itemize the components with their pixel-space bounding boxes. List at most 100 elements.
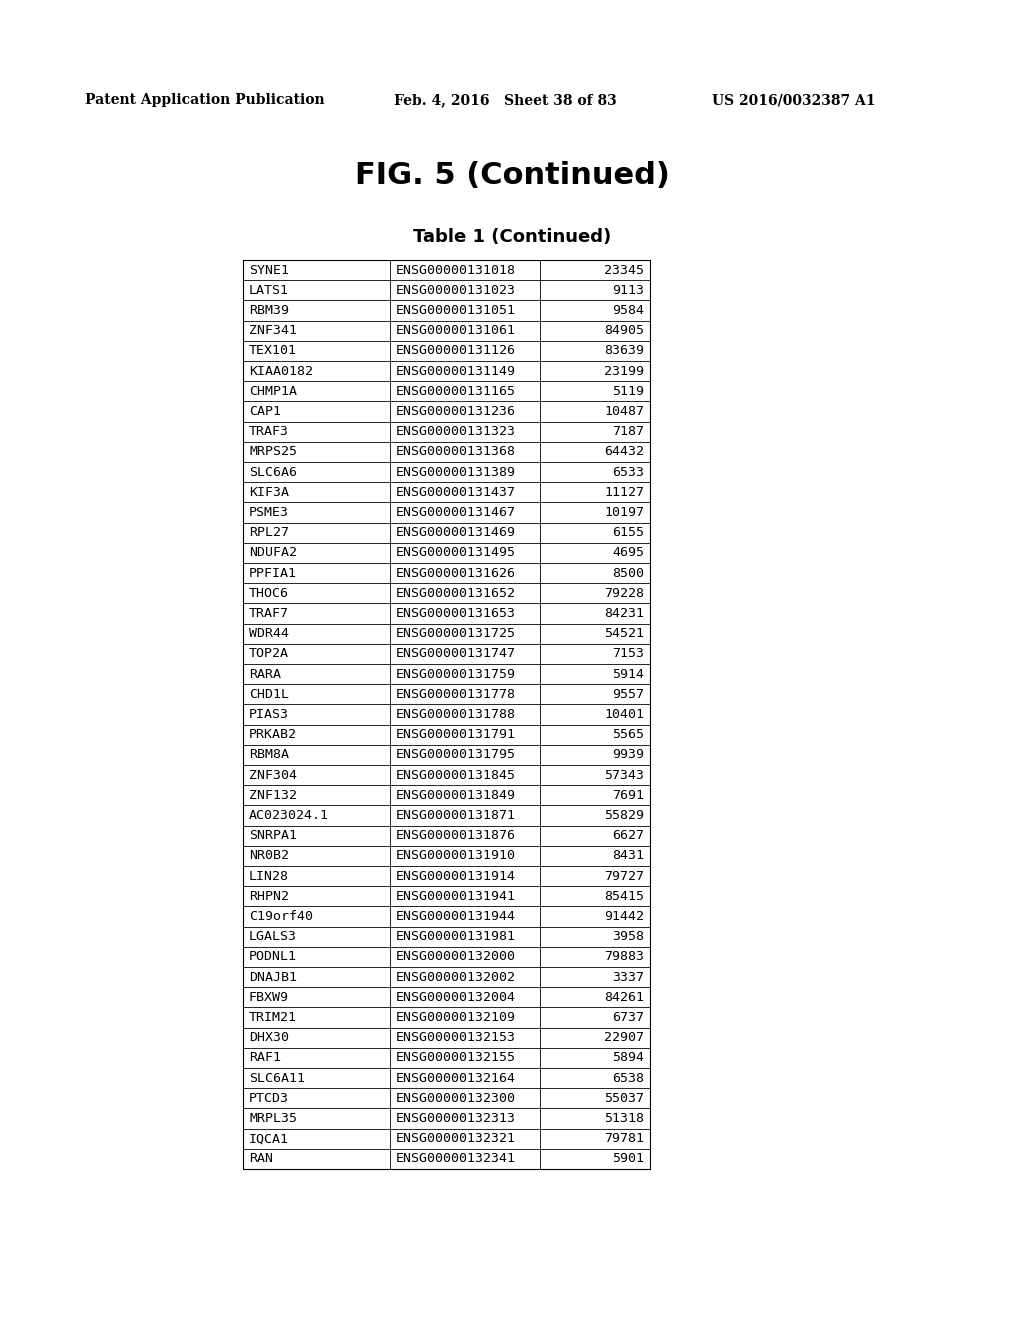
Text: IQCA1: IQCA1 bbox=[249, 1133, 289, 1146]
Text: DNAJB1: DNAJB1 bbox=[249, 970, 297, 983]
Text: ENSG00000131788: ENSG00000131788 bbox=[396, 708, 516, 721]
Text: ENSG00000131165: ENSG00000131165 bbox=[396, 385, 516, 397]
Text: 10197: 10197 bbox=[604, 506, 644, 519]
Text: NR0B2: NR0B2 bbox=[249, 849, 289, 862]
Text: ENSG00000132341: ENSG00000132341 bbox=[396, 1152, 516, 1166]
Text: CHD1L: CHD1L bbox=[249, 688, 289, 701]
Text: 91442: 91442 bbox=[604, 909, 644, 923]
Text: ENSG00000131437: ENSG00000131437 bbox=[396, 486, 516, 499]
Text: ZNF132: ZNF132 bbox=[249, 789, 297, 801]
Text: 9939: 9939 bbox=[612, 748, 644, 762]
Text: FIG. 5 (Continued): FIG. 5 (Continued) bbox=[354, 161, 670, 190]
Text: TRIM21: TRIM21 bbox=[249, 1011, 297, 1024]
Text: 64432: 64432 bbox=[604, 445, 644, 458]
Text: ENSG00000132109: ENSG00000132109 bbox=[396, 1011, 516, 1024]
Text: PTCD3: PTCD3 bbox=[249, 1092, 289, 1105]
Text: LGALS3: LGALS3 bbox=[249, 931, 297, 944]
Text: ENSG00000131051: ENSG00000131051 bbox=[396, 304, 516, 317]
Text: RARA: RARA bbox=[249, 668, 281, 681]
Text: RBM39: RBM39 bbox=[249, 304, 289, 317]
Text: RBM8A: RBM8A bbox=[249, 748, 289, 762]
Text: 79883: 79883 bbox=[604, 950, 644, 964]
Text: WDR44: WDR44 bbox=[249, 627, 289, 640]
Text: ENSG00000131126: ENSG00000131126 bbox=[396, 345, 516, 358]
Text: TRAF7: TRAF7 bbox=[249, 607, 289, 620]
Text: 6627: 6627 bbox=[612, 829, 644, 842]
Text: ENSG00000131944: ENSG00000131944 bbox=[396, 909, 516, 923]
Text: 79228: 79228 bbox=[604, 587, 644, 599]
Text: 79781: 79781 bbox=[604, 1133, 644, 1146]
Text: C19orf40: C19orf40 bbox=[249, 909, 313, 923]
Text: Patent Application Publication: Patent Application Publication bbox=[85, 92, 325, 107]
Text: MRPL35: MRPL35 bbox=[249, 1111, 297, 1125]
Text: 51318: 51318 bbox=[604, 1111, 644, 1125]
Text: DHX30: DHX30 bbox=[249, 1031, 289, 1044]
Text: CAP1: CAP1 bbox=[249, 405, 281, 418]
Text: ENSG00000131626: ENSG00000131626 bbox=[396, 566, 516, 579]
Text: 55829: 55829 bbox=[604, 809, 644, 822]
Text: 7187: 7187 bbox=[612, 425, 644, 438]
Text: 3958: 3958 bbox=[612, 931, 644, 944]
Text: THOC6: THOC6 bbox=[249, 587, 289, 599]
Text: 8431: 8431 bbox=[612, 849, 644, 862]
Text: ENSG00000131910: ENSG00000131910 bbox=[396, 849, 516, 862]
Text: KIF3A: KIF3A bbox=[249, 486, 289, 499]
Text: MRPS25: MRPS25 bbox=[249, 445, 297, 458]
Text: ENSG00000131018: ENSG00000131018 bbox=[396, 264, 516, 277]
Text: 23345: 23345 bbox=[604, 264, 644, 277]
Text: FBXW9: FBXW9 bbox=[249, 991, 289, 1003]
Text: 4695: 4695 bbox=[612, 546, 644, 560]
Text: ENSG00000131876: ENSG00000131876 bbox=[396, 829, 516, 842]
Text: 79727: 79727 bbox=[604, 870, 644, 883]
Text: 9557: 9557 bbox=[612, 688, 644, 701]
Text: 8500: 8500 bbox=[612, 566, 644, 579]
Text: PIAS3: PIAS3 bbox=[249, 708, 289, 721]
Text: ENSG00000131795: ENSG00000131795 bbox=[396, 748, 516, 762]
Text: ENSG00000131389: ENSG00000131389 bbox=[396, 466, 516, 479]
Text: 54521: 54521 bbox=[604, 627, 644, 640]
Text: ENSG00000131845: ENSG00000131845 bbox=[396, 768, 516, 781]
Text: ENSG00000131653: ENSG00000131653 bbox=[396, 607, 516, 620]
Text: ENSG00000131323: ENSG00000131323 bbox=[396, 425, 516, 438]
Text: LIN28: LIN28 bbox=[249, 870, 289, 883]
Text: PPFIA1: PPFIA1 bbox=[249, 566, 297, 579]
Text: US 2016/0032387 A1: US 2016/0032387 A1 bbox=[712, 92, 876, 107]
Text: 11127: 11127 bbox=[604, 486, 644, 499]
Text: ENSG00000131778: ENSG00000131778 bbox=[396, 688, 516, 701]
Text: ENSG00000131652: ENSG00000131652 bbox=[396, 587, 516, 599]
Text: 83639: 83639 bbox=[604, 345, 644, 358]
Text: NDUFA2: NDUFA2 bbox=[249, 546, 297, 560]
Text: 7691: 7691 bbox=[612, 789, 644, 801]
Text: 6737: 6737 bbox=[612, 1011, 644, 1024]
Text: ENSG00000131368: ENSG00000131368 bbox=[396, 445, 516, 458]
Text: 22907: 22907 bbox=[604, 1031, 644, 1044]
Text: 5565: 5565 bbox=[612, 729, 644, 742]
Text: ENSG00000131747: ENSG00000131747 bbox=[396, 647, 516, 660]
Text: 6538: 6538 bbox=[612, 1072, 644, 1085]
Text: 23199: 23199 bbox=[604, 364, 644, 378]
Text: ENSG00000131061: ENSG00000131061 bbox=[396, 325, 516, 337]
Text: 55037: 55037 bbox=[604, 1092, 644, 1105]
Text: 5119: 5119 bbox=[612, 385, 644, 397]
Text: 9584: 9584 bbox=[612, 304, 644, 317]
Text: ENSG00000131791: ENSG00000131791 bbox=[396, 729, 516, 742]
Text: 84231: 84231 bbox=[604, 607, 644, 620]
Text: SNRPA1: SNRPA1 bbox=[249, 829, 297, 842]
Text: 6155: 6155 bbox=[612, 527, 644, 539]
Text: AC023024.1: AC023024.1 bbox=[249, 809, 329, 822]
Text: ENSG00000132002: ENSG00000132002 bbox=[396, 970, 516, 983]
Text: ENSG00000131236: ENSG00000131236 bbox=[396, 405, 516, 418]
Text: ENSG00000131941: ENSG00000131941 bbox=[396, 890, 516, 903]
Text: ENSG00000131469: ENSG00000131469 bbox=[396, 527, 516, 539]
Text: 3337: 3337 bbox=[612, 970, 644, 983]
Text: ENSG00000132155: ENSG00000132155 bbox=[396, 1052, 516, 1064]
Text: PODNL1: PODNL1 bbox=[249, 950, 297, 964]
Text: ENSG00000131495: ENSG00000131495 bbox=[396, 546, 516, 560]
Text: TOP2A: TOP2A bbox=[249, 647, 289, 660]
Text: ENSG00000131871: ENSG00000131871 bbox=[396, 809, 516, 822]
Text: SLC6A11: SLC6A11 bbox=[249, 1072, 305, 1085]
Text: ENSG00000131149: ENSG00000131149 bbox=[396, 364, 516, 378]
Text: Table 1 (Continued): Table 1 (Continued) bbox=[413, 228, 611, 246]
Text: ENSG00000131759: ENSG00000131759 bbox=[396, 668, 516, 681]
Text: 57343: 57343 bbox=[604, 768, 644, 781]
